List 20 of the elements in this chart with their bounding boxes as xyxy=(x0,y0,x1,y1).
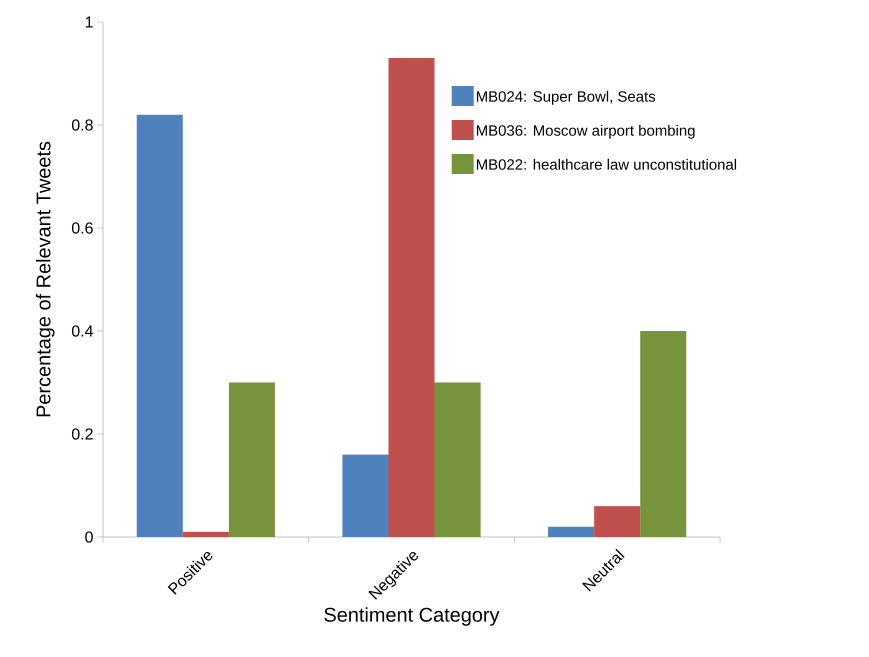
legend-label: MB022: healthcare law unconstitutional xyxy=(476,158,736,170)
legend-label: MB036: Moscow airport bombing xyxy=(476,124,695,139)
y-tick-label: 0 xyxy=(85,531,93,543)
bar xyxy=(434,382,481,537)
y-tick-label: 0.8 xyxy=(72,119,93,131)
x-axis-title: Sentiment Category xyxy=(324,607,500,626)
bar xyxy=(548,526,594,537)
bar xyxy=(182,532,229,537)
legend-label: MB024: Super Bowl, Seats xyxy=(476,90,656,105)
y-tick-label: 0.2 xyxy=(72,428,93,440)
bar xyxy=(388,58,435,537)
bar xyxy=(594,506,640,537)
bar xyxy=(228,382,275,537)
y-tick-label: 1 xyxy=(86,16,93,28)
bar xyxy=(136,114,183,537)
bar xyxy=(342,454,388,537)
y-tick-label: 0.4 xyxy=(72,325,94,337)
bar xyxy=(640,330,686,537)
y-tick-label: 0.6 xyxy=(72,222,93,234)
y-axis-title: Percentage of Relevant Tweets xyxy=(36,142,54,416)
